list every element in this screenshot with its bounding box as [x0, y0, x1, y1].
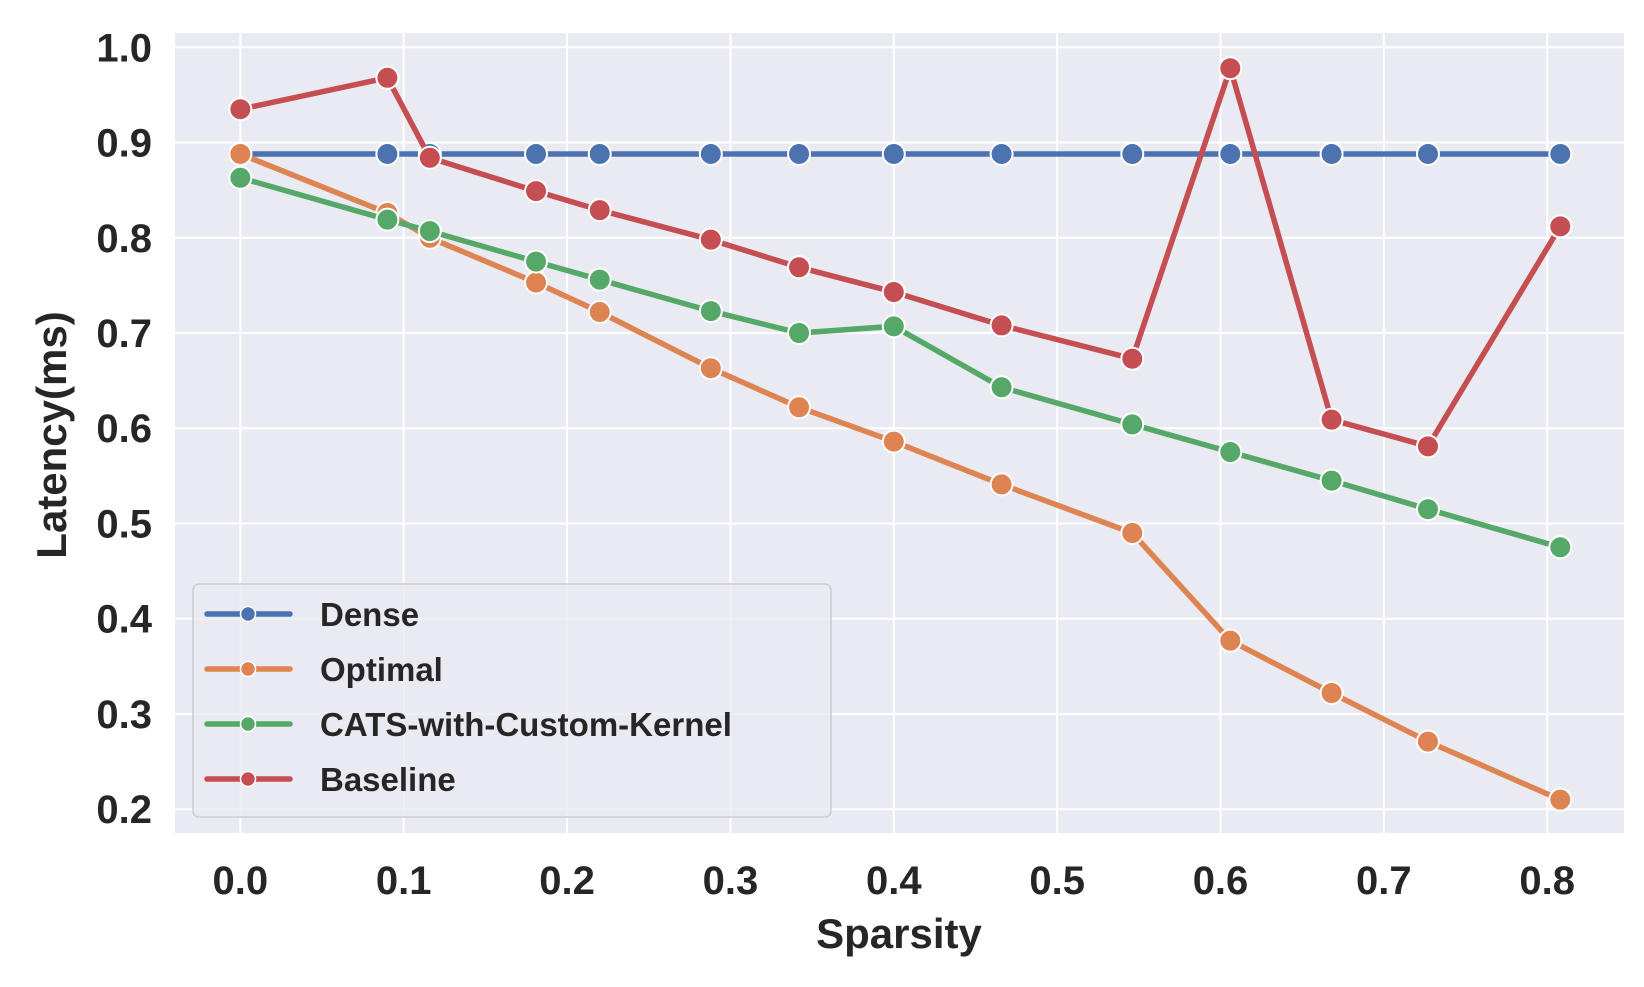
x-tick-label: 0.2: [539, 859, 595, 903]
y-tick-label: 0.4: [96, 598, 152, 642]
data-point-cats-with-custom-kernel: [375, 207, 400, 232]
data-point-baseline: [417, 145, 442, 170]
data-point-dense: [1120, 141, 1145, 166]
legend-item-cats-with-custom-kernel: CATS-with-Custom-Kernel: [204, 706, 732, 743]
data-point-baseline: [375, 65, 400, 90]
data-point-baseline: [881, 280, 906, 305]
data-point-baseline: [1319, 407, 1344, 432]
data-point-cats-with-custom-kernel: [228, 165, 253, 190]
data-point-cats-with-custom-kernel: [1548, 535, 1573, 560]
x-tick-label: 0.3: [703, 859, 759, 903]
y-tick-label: 0.7: [96, 312, 152, 356]
data-point-optimal: [524, 270, 549, 295]
data-point-cats-with-custom-kernel: [587, 267, 612, 292]
data-point-optimal: [881, 429, 906, 454]
legend: Dense Optimal CATS-with-Custom-Kernel Basel…: [192, 583, 832, 818]
data-point-baseline: [587, 198, 612, 223]
data-point-optimal: [228, 141, 253, 166]
data-point-baseline: [1415, 434, 1440, 459]
x-tick-label: 0.4: [866, 859, 922, 903]
x-tick-label: 0.7: [1356, 859, 1412, 903]
series-line-cats-with-custom-kernel: [237, 175, 1564, 551]
y-axis-title: Latency(ms): [28, 311, 75, 558]
y-tick-label: 0.5: [96, 502, 152, 546]
legend-swatch-marker: [239, 715, 257, 733]
x-tick-label: 0.5: [1029, 859, 1085, 903]
legend-item-baseline: Baseline: [204, 761, 456, 798]
x-tick-label: 0.0: [213, 859, 269, 903]
series-cats-with-custom-kernel: [228, 165, 1573, 560]
data-point-baseline: [228, 97, 253, 122]
y-tick-label: 0.6: [96, 407, 152, 451]
x-axis-title: Sparsity: [816, 910, 982, 957]
data-point-dense: [587, 141, 612, 166]
data-point-dense: [524, 141, 549, 166]
legend-swatch-marker: [239, 660, 257, 678]
series-optimal: [228, 141, 1573, 812]
data-point-dense: [1319, 141, 1344, 166]
data-point-baseline: [787, 255, 812, 280]
y-tick-label: 0.3: [96, 693, 152, 737]
data-point-baseline: [524, 179, 549, 204]
data-point-dense: [1218, 141, 1243, 166]
data-point-dense: [375, 141, 400, 166]
legend-label: Optimal: [320, 651, 443, 688]
series-lines: [228, 56, 1573, 812]
data-point-cats-with-custom-kernel: [1218, 440, 1243, 465]
data-point-cats-with-custom-kernel: [524, 249, 549, 274]
data-point-optimal: [989, 472, 1014, 497]
legend-label: Baseline: [320, 761, 456, 798]
legend-item-optimal: Optimal: [204, 651, 443, 688]
legend-swatch-marker: [239, 605, 257, 623]
legend-label: Dense: [320, 596, 419, 633]
legend-swatch-marker: [239, 770, 257, 788]
y-tick-label: 0.8: [96, 217, 152, 261]
y-tick-label: 1.0: [96, 26, 152, 70]
data-point-baseline: [1548, 214, 1573, 239]
data-point-cats-with-custom-kernel: [1415, 497, 1440, 522]
data-point-cats-with-custom-kernel: [881, 314, 906, 339]
data-point-cats-with-custom-kernel: [1120, 412, 1145, 437]
data-point-optimal: [1319, 681, 1344, 705]
tick-labels: 0.0 0.1 0.2 0.3 0.4 0.5 0.6 0.7 0.8 0.2 0.3 0.4 0.5 0…: [96, 26, 1575, 903]
y-tick-label: 0.2: [96, 788, 152, 832]
data-point-dense: [989, 141, 1014, 166]
data-point-optimal: [1120, 521, 1145, 545]
y-tick-label: 0.9: [96, 122, 152, 166]
data-point-optimal: [587, 300, 612, 325]
data-point-cats-with-custom-kernel: [1319, 468, 1344, 493]
data-point-optimal: [1415, 729, 1440, 754]
data-point-baseline: [1120, 346, 1145, 371]
data-point-optimal: [698, 356, 723, 381]
data-point-baseline: [698, 227, 723, 252]
series-line-baseline: [237, 65, 1564, 450]
data-point-optimal: [1218, 628, 1243, 653]
series-line-optimal: [237, 151, 1564, 803]
series-baseline: [228, 56, 1573, 459]
data-point-optimal: [1548, 787, 1573, 812]
data-point-baseline: [1218, 56, 1243, 81]
data-point-baseline: [989, 313, 1014, 338]
data-point-dense: [787, 141, 812, 166]
data-point-cats-with-custom-kernel: [787, 321, 812, 345]
legend-label: CATS-with-Custom-Kernel: [320, 706, 732, 743]
legend-item-dense: Dense: [204, 596, 419, 633]
data-point-dense: [881, 141, 906, 166]
x-tick-label: 0.8: [1519, 859, 1575, 903]
x-tick-label: 0.6: [1193, 859, 1249, 903]
legend-frame: [192, 583, 832, 818]
data-point-cats-with-custom-kernel: [698, 299, 723, 324]
data-point-dense: [698, 141, 723, 166]
data-point-dense: [1415, 141, 1440, 166]
data-point-cats-with-custom-kernel: [417, 219, 442, 244]
data-point-optimal: [787, 395, 812, 420]
data-point-dense: [1548, 141, 1573, 166]
x-tick-label: 0.1: [376, 859, 432, 903]
data-point-cats-with-custom-kernel: [989, 375, 1014, 400]
